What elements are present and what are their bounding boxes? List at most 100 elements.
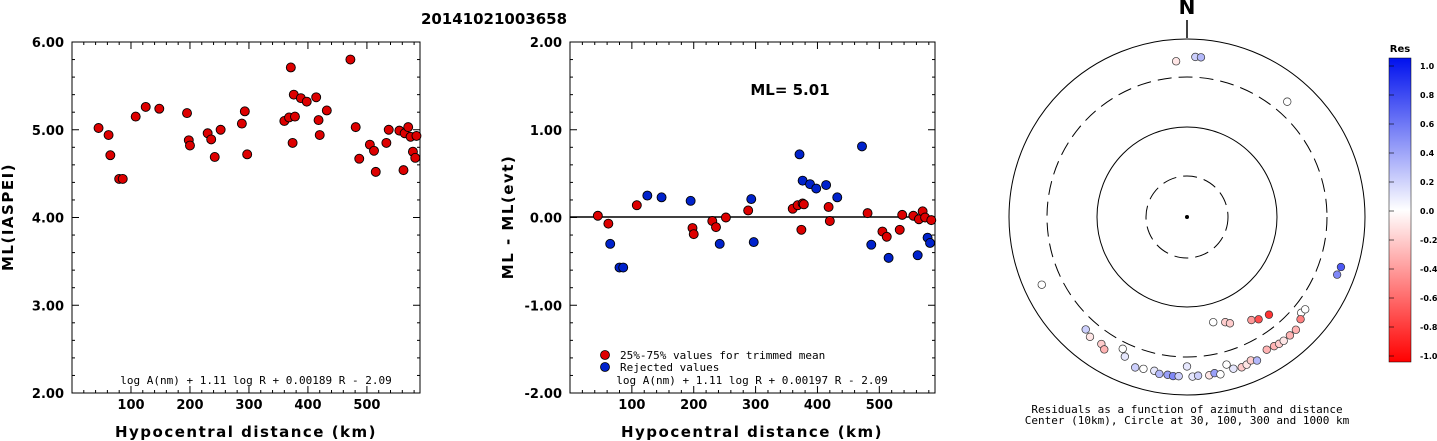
legend: 25%-75% values for trimmed mean Rejected…: [600, 349, 825, 374]
data-point: [354, 153, 365, 164]
station-point: [1296, 315, 1305, 324]
data-point: [370, 166, 381, 177]
data-point: [823, 202, 834, 212]
station-point: [1279, 336, 1288, 345]
axis-ticks: 100 200 300 400 500 -2.00 -1.00 0.00 1.00 2.00: [525, 36, 935, 413]
data-point: [117, 173, 128, 184]
data-point: [411, 130, 422, 141]
station-point: [1174, 372, 1183, 381]
data-point: [857, 141, 867, 152]
epicenter-marker: [1185, 215, 1189, 219]
x-tick-label: 300: [742, 398, 769, 413]
colorbar-tick-label: 0.0: [1420, 207, 1435, 216]
station-point: [1222, 360, 1231, 369]
residual-colorbar: Res 1.0 0.8 0.6 0.4 0.2 0.0 -0.2 -0.4 -0.6 -0.8 -1…: [1388, 44, 1437, 363]
axis-ticks: 100 200 300 400 500 2.00 3.00 4.00 5.00 6.00: [32, 36, 420, 413]
data-point: [862, 208, 873, 219]
ring-1000km: [1008, 38, 1366, 396]
y-tick-label: 3.00: [32, 299, 64, 314]
y-axis-label: ML - ML(evt): [499, 155, 517, 279]
data-point: [592, 210, 603, 221]
ring-30km: [1145, 175, 1229, 259]
data-point: [403, 122, 414, 133]
station-point: [1182, 362, 1192, 371]
colorbar-title: Res: [1390, 44, 1410, 55]
data-point: [605, 238, 616, 249]
formula-annotation: log A(nm) + 1.11 log R + 0.00197 R - 2.0…: [616, 374, 888, 387]
data-point: [301, 96, 312, 107]
data-point: [711, 222, 721, 233]
legend-label-trimmed: 25%-75% values for trimmed mean: [620, 349, 825, 362]
data-point: [182, 108, 192, 119]
y-tick-label: 6.00: [32, 36, 64, 51]
colorbar-tick-label: -0.4: [1420, 265, 1437, 274]
y-tick-label: 0.00: [530, 212, 562, 227]
colorbar-tick-label: 0.4: [1420, 149, 1435, 158]
caption-line-2: Center (10km), Circle at 30, 100, 300 an…: [1025, 414, 1350, 427]
station-point: [1037, 280, 1046, 289]
data-point: [631, 200, 642, 211]
station-point: [1332, 270, 1342, 279]
station-point: [1171, 57, 1181, 66]
ml-value-label: ML= 5.01: [750, 81, 829, 99]
data-point: [215, 124, 226, 135]
station-point: [1120, 352, 1130, 361]
data-point: [794, 149, 805, 160]
colorbar-tick-label: 0.6: [1420, 120, 1435, 129]
data-point: [154, 103, 165, 114]
x-tick-label: 200: [176, 398, 203, 413]
data-point: [746, 194, 757, 205]
x-axis-label: Hypocentral distance (km): [621, 423, 883, 441]
distance-rings: [1008, 38, 1366, 396]
data-point: [93, 123, 104, 133]
data-point: [242, 149, 253, 160]
data-point: [824, 216, 835, 226]
station-point: [1193, 371, 1203, 380]
data-points: [592, 141, 937, 273]
data-point: [811, 183, 822, 194]
data-point: [383, 124, 394, 135]
data-point: [656, 192, 667, 203]
station-point: [1254, 315, 1263, 324]
y-tick-label: 2.00: [32, 387, 64, 402]
data-point: [642, 190, 653, 201]
y-axis-label: ML(IASPEI): [0, 163, 17, 271]
station-point: [1291, 325, 1301, 334]
y-tick-label: -1.00: [525, 299, 562, 314]
data-point: [287, 137, 298, 148]
data-point: [821, 180, 832, 190]
formula-annotation: log A(nm) + 1.11 log R + 0.00189 R - 2.0…: [120, 374, 392, 387]
colorbar-gradient: [1388, 57, 1412, 363]
data-point: [311, 92, 322, 103]
ring-300km: [1046, 76, 1328, 358]
legend-label-rejected: Rejected values: [620, 361, 719, 374]
x-tick-label: 100: [117, 398, 144, 413]
data-point: [832, 192, 843, 203]
station-point: [1301, 305, 1310, 314]
y-tick-label: 2.00: [530, 36, 562, 51]
x-axis-label: Hypocentral distance (km): [115, 423, 377, 441]
data-point: [912, 250, 923, 261]
data-point: [883, 252, 894, 263]
ring-100km: [1096, 126, 1278, 308]
x-tick-label: 200: [680, 398, 707, 413]
station-point: [1081, 325, 1090, 334]
x-tick-label: 400: [804, 398, 831, 413]
data-point: [321, 105, 332, 116]
station-point: [1196, 53, 1206, 62]
station-point: [1285, 331, 1295, 340]
data-point: [748, 237, 759, 248]
station-point: [1336, 262, 1346, 272]
data-point: [743, 205, 754, 216]
station-points: [1037, 52, 1346, 381]
colorbar-ticks: 1.0 0.8 0.6 0.4 0.2 0.0 -0.2 -0.4 -0.6 -0.8 -1.0: [1389, 62, 1437, 361]
station-point: [1247, 315, 1256, 325]
station-point: [1155, 369, 1164, 379]
x-tick-label: 500: [353, 398, 380, 413]
data-point: [881, 231, 892, 242]
plot-frame: [71, 41, 421, 394]
station-point: [1209, 318, 1218, 327]
data-point: [925, 237, 936, 248]
station-point: [1085, 332, 1095, 341]
